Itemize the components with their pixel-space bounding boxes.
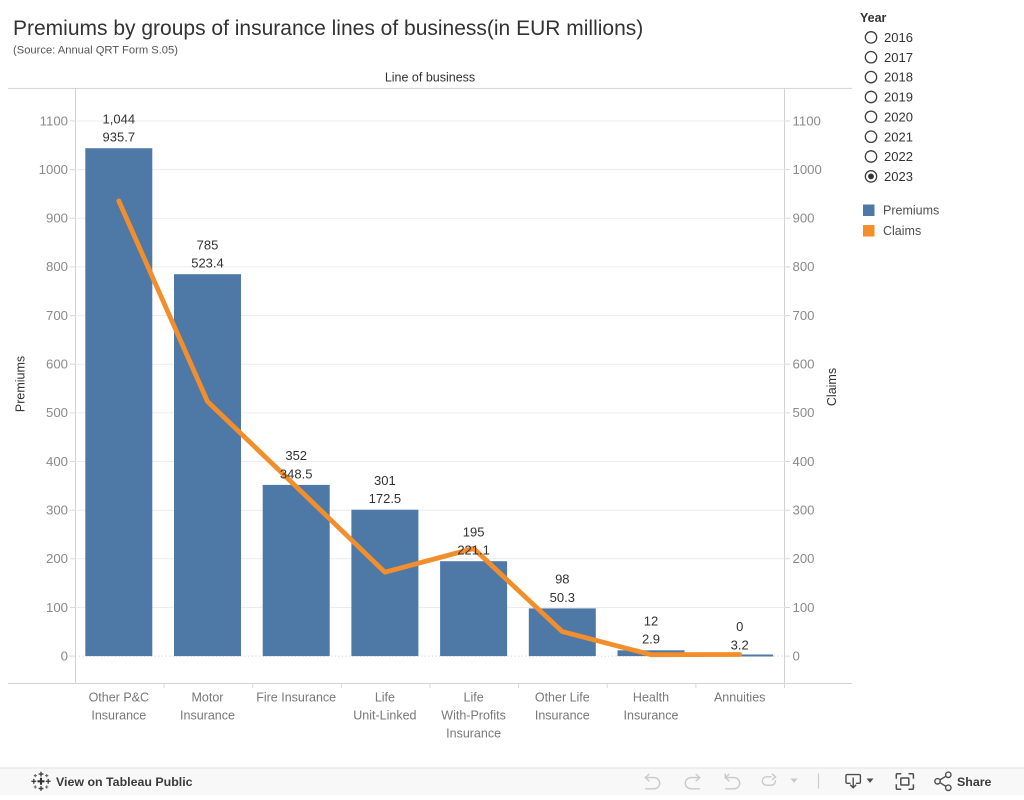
- svg-text:352: 352: [285, 448, 307, 463]
- svg-text:Year: Year: [860, 11, 887, 25]
- svg-text:301: 301: [374, 473, 396, 488]
- svg-text:1100: 1100: [40, 113, 68, 128]
- svg-text:221.1: 221.1: [457, 543, 490, 558]
- svg-text:785: 785: [197, 237, 219, 252]
- svg-text:With-Profits: With-Profits: [441, 709, 506, 723]
- svg-text:2017: 2017: [884, 50, 913, 65]
- svg-text:0: 0: [61, 648, 68, 663]
- svg-text:300: 300: [793, 503, 815, 518]
- svg-text:700: 700: [46, 308, 68, 323]
- svg-text:2019: 2019: [884, 90, 913, 105]
- svg-text:1000: 1000: [39, 162, 68, 177]
- svg-text:348.5: 348.5: [280, 466, 313, 481]
- svg-text:Motor: Motor: [192, 691, 224, 705]
- svg-text:Line of business: Line of business: [385, 71, 475, 85]
- svg-text:2018: 2018: [884, 70, 913, 85]
- svg-text:50.3: 50.3: [550, 590, 575, 605]
- svg-text:900: 900: [793, 211, 815, 226]
- svg-text:Life: Life: [375, 691, 395, 705]
- svg-text:Unit-Linked: Unit-Linked: [353, 709, 416, 723]
- svg-text:Other Life: Other Life: [535, 691, 590, 705]
- svg-text:2022: 2022: [884, 149, 913, 164]
- svg-text:12: 12: [644, 613, 658, 628]
- svg-text:2021: 2021: [884, 129, 913, 144]
- svg-text:900: 900: [46, 211, 68, 226]
- svg-text:400: 400: [46, 454, 68, 469]
- svg-text:0: 0: [793, 648, 800, 663]
- svg-text:Annuities: Annuities: [714, 691, 765, 705]
- svg-text:2020: 2020: [884, 109, 913, 124]
- svg-text:1100: 1100: [793, 113, 821, 128]
- svg-text:Insurance: Insurance: [180, 709, 235, 723]
- svg-text:Claims: Claims: [883, 224, 921, 238]
- svg-text:3.2: 3.2: [731, 638, 749, 653]
- svg-text:Insurance: Insurance: [91, 709, 146, 723]
- svg-text:View on Tableau Public: View on Tableau Public: [56, 775, 193, 789]
- svg-text:935.7: 935.7: [103, 130, 136, 145]
- svg-text:1,044: 1,044: [103, 111, 136, 126]
- svg-text:800: 800: [793, 259, 815, 274]
- svg-text:172.5: 172.5: [369, 491, 402, 506]
- svg-text:Life: Life: [464, 691, 484, 705]
- svg-text:2016: 2016: [884, 30, 913, 45]
- svg-text:98: 98: [555, 572, 569, 587]
- svg-text:Premiums by groups of insuranc: Premiums by groups of insurance lines of…: [13, 17, 643, 40]
- svg-text:500: 500: [793, 405, 815, 420]
- svg-text:400: 400: [793, 454, 815, 469]
- svg-text:523.4: 523.4: [191, 256, 224, 271]
- svg-text:800: 800: [46, 259, 68, 274]
- svg-text:Premiums: Premiums: [883, 204, 939, 218]
- svg-text:Share: Share: [957, 775, 992, 789]
- svg-text:200: 200: [793, 551, 815, 566]
- svg-text:Claims: Claims: [825, 368, 839, 406]
- svg-text:600: 600: [46, 357, 68, 372]
- svg-text:500: 500: [46, 405, 68, 420]
- svg-text:300: 300: [46, 503, 68, 518]
- svg-text:Other P&C: Other P&C: [89, 691, 149, 705]
- svg-text:0: 0: [736, 619, 743, 634]
- svg-text:100: 100: [793, 600, 815, 615]
- svg-text:Insurance: Insurance: [535, 709, 590, 723]
- svg-text:Insurance: Insurance: [624, 709, 679, 723]
- svg-text:100: 100: [46, 600, 68, 615]
- svg-text:Premiums: Premiums: [14, 356, 28, 412]
- svg-text:600: 600: [793, 357, 815, 372]
- svg-text:(Source: Annual QRT Form S.05): (Source: Annual QRT Form S.05): [13, 45, 178, 57]
- svg-text:200: 200: [46, 551, 68, 566]
- svg-text:Insurance: Insurance: [446, 727, 501, 741]
- svg-text:700: 700: [793, 308, 815, 323]
- svg-text:2023: 2023: [884, 169, 913, 184]
- svg-text:Health: Health: [633, 691, 669, 705]
- svg-text:195: 195: [463, 524, 485, 539]
- svg-text:2.9: 2.9: [642, 632, 660, 647]
- svg-text:Fire Insurance: Fire Insurance: [256, 691, 336, 705]
- svg-text:1000: 1000: [793, 162, 822, 177]
